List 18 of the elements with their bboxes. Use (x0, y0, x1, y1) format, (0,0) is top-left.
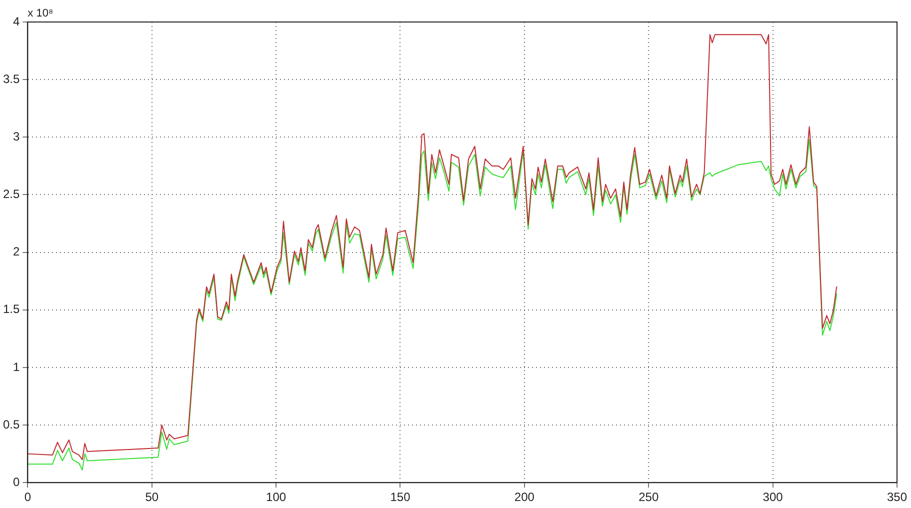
x-tick-label: 0 (24, 490, 32, 504)
x-tick-label: 100 (266, 490, 286, 504)
x-tick-label: 200 (514, 490, 535, 504)
y-tick-label: 0 (12, 474, 20, 489)
y-tick-label: 0.5 (2, 417, 20, 432)
x-tick-label: 50 (145, 490, 159, 504)
y-tick-label: 2.5 (2, 187, 20, 202)
y-tick-label: 1.5 (2, 302, 20, 316)
text: x 10⁸ (28, 8, 54, 20)
x-tick-label: 350 (886, 490, 908, 504)
y-tick-label: 1 (12, 360, 20, 374)
y-tick-label: 2 (12, 244, 20, 259)
y-tick-label: 4 (12, 14, 20, 28)
y-tick-label: 3.5 (2, 72, 20, 86)
x-tick-label: 300 (762, 490, 784, 504)
x-tick-label: 250 (638, 490, 659, 504)
y-tick-label: 3 (12, 129, 20, 144)
x-tick-label: 150 (390, 490, 411, 504)
